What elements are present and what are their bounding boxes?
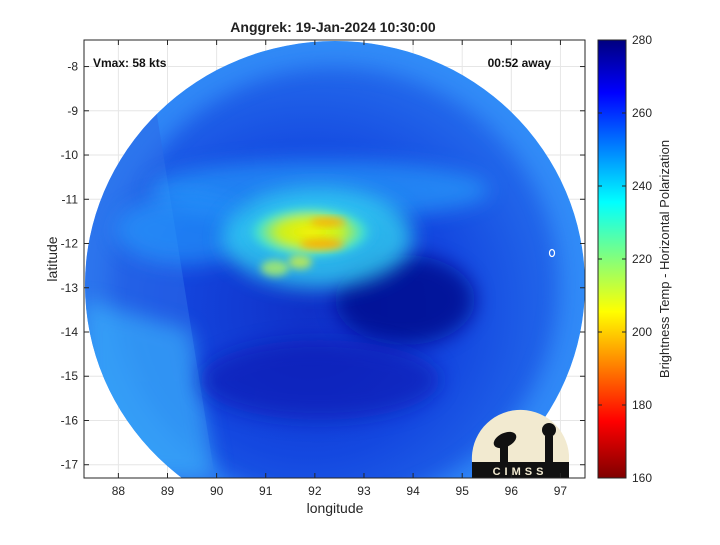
white-contour: [548, 248, 556, 258]
x-tick-label: 95: [456, 484, 470, 498]
colorbar-tick-label: 180: [632, 398, 652, 412]
logo-tower: [545, 436, 553, 462]
core-hot-1: [310, 218, 346, 226]
x-tick-label: 93: [357, 484, 371, 498]
x-tick-label: 92: [308, 484, 322, 498]
colorbar-tick-label: 280: [632, 33, 652, 47]
colorbar-tick-label: 220: [632, 252, 652, 266]
y-tick-label: -13: [61, 281, 79, 295]
y-tick-label: -10: [61, 148, 79, 162]
swath-layer: [85, 41, 585, 478]
core-cold: [240, 202, 380, 262]
x-tick-label: 96: [505, 484, 519, 498]
y-tick-label: -16: [61, 413, 79, 427]
x-tick-label: 94: [406, 484, 420, 498]
y-axis-label: latitude: [44, 236, 60, 281]
core-spot: [261, 260, 289, 276]
time-away-annotation: 00:52 away: [488, 56, 552, 70]
x-tick-label: 97: [554, 484, 568, 498]
core-hot-2: [300, 239, 344, 249]
vmax-annotation: Vmax: 58 kts: [93, 56, 167, 70]
logo-text: CIMSS: [493, 466, 548, 478]
core-spot-2: [288, 255, 312, 269]
x-tick-label: 88: [112, 484, 126, 498]
colorbar-tick-label: 240: [632, 179, 652, 193]
logo-dish-base: [500, 444, 508, 462]
colorbar-label: Brightness Temp - Horizontal Polarizatio…: [657, 140, 672, 378]
y-tick-label: -11: [62, 192, 79, 206]
colorbar-ticks: 280 260 240 220 200 180 160: [598, 33, 652, 485]
x-tick-label: 91: [259, 484, 273, 498]
logo-band: [472, 462, 569, 478]
colorbar-tick-label: 160: [632, 471, 652, 485]
x-tick-label: 90: [210, 484, 224, 498]
x-tick-label: 89: [161, 484, 175, 498]
y-tick-label: -8: [67, 60, 78, 74]
y-tick-label: -14: [61, 325, 79, 339]
logo-dish: [493, 431, 517, 449]
logo-tower-top: [542, 423, 556, 437]
axis-ticks: 88 89 90 91 92 93 94 95 96 97 -8 -9 -10 -11 -12 -13 -14 -…: [61, 40, 585, 498]
chart-title: Anggrek: 19-Jan-2024 10:30:00: [230, 19, 436, 35]
y-tick-label: -9: [67, 104, 78, 118]
colorbar-tick-label: 260: [632, 106, 652, 120]
cimss-logo: CIMSS: [471, 409, 569, 478]
y-tick-label: -17: [61, 458, 79, 472]
colorbar-tick-label: 200: [632, 325, 652, 339]
colorbar: [597, 39, 627, 479]
spiral-band-west: [115, 195, 255, 265]
plot-frame: [83, 39, 586, 479]
y-tick-label: -12: [61, 237, 79, 251]
y-tick-label: -15: [61, 369, 79, 383]
x-axis-label: longitude: [307, 500, 364, 516]
south-dark: [200, 340, 440, 420]
